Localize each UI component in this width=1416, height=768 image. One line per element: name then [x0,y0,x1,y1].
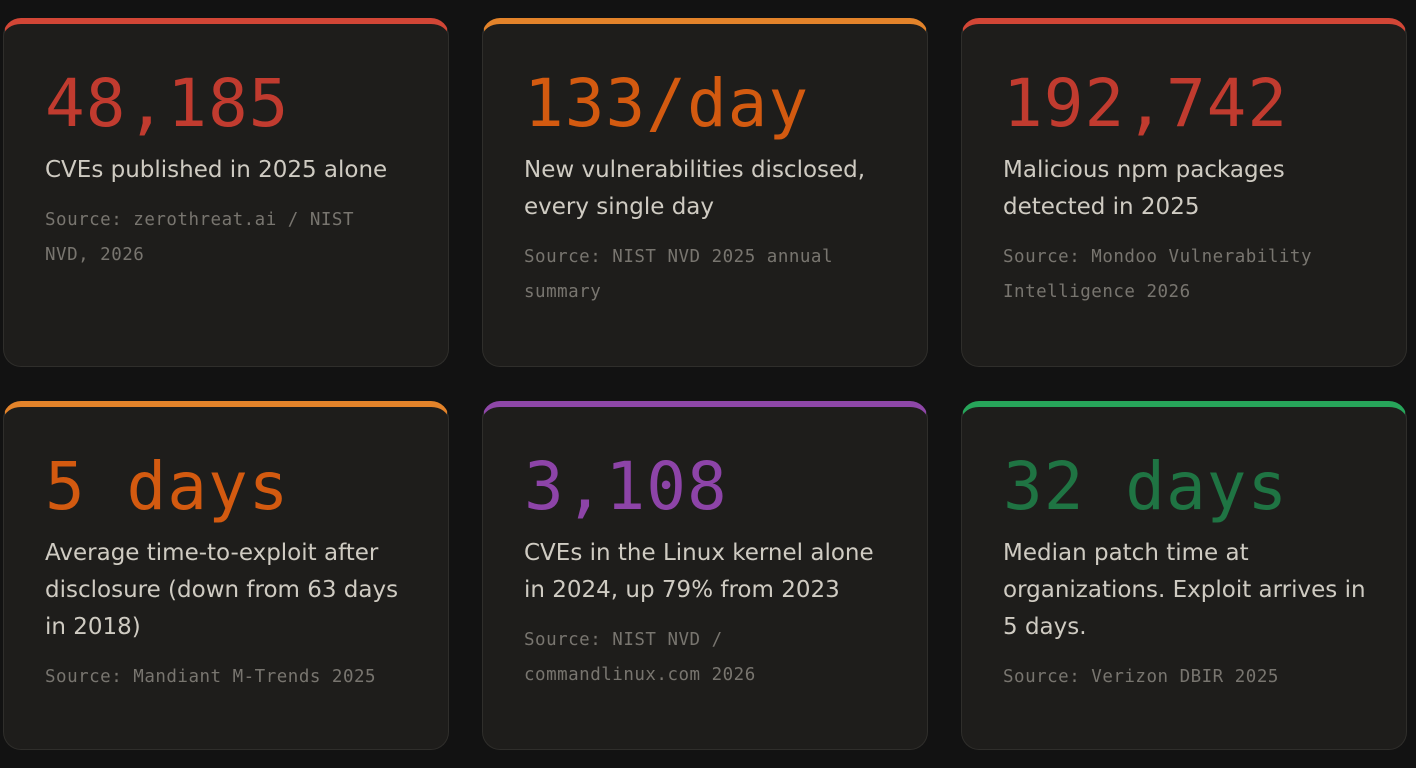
stat-source: Source: Verizon DBIR 2025 [1003,667,1279,687]
stat-value: 48,185 [45,65,290,142]
stat-description: New vulnerabilities disclosed, every sin… [524,157,866,220]
stat-value: 32 days [1003,448,1289,525]
stat-description: Median patch time at organizations. Expl… [1003,540,1366,640]
stat-source: Source: Mandiant M-Trends 2025 [45,667,377,687]
stat-card: 133/day New vulnerabilities disclosed, e… [482,18,928,367]
stat-source: Source: zerothreat.ai / NIST NVD, 2026 [45,210,355,265]
stat-description: Malicious npm packages detected in 2025 [1003,157,1285,220]
stat-value: 5 days [45,448,290,525]
stat-source: Source: NIST NVD 2025 annual summary [524,247,834,302]
stat-card: 3,108 CVEs in the Linux kernel alone in … [482,401,928,750]
stat-description: CVEs published in 2025 alone [45,157,388,183]
stat-card: 192,742 Malicious npm packages detected … [961,18,1407,367]
stat-card: 32 days Median patch time at organizatio… [961,401,1407,750]
stat-source: Source: Mondoo Vulnerability Intelligenc… [1003,247,1313,302]
stat-description: CVEs in the Linux kernel alone in 2024, … [524,540,874,603]
stat-card: 5 days Average time-to-exploit after dis… [3,401,449,750]
stat-description: Average time-to-exploit after disclosure… [45,540,399,640]
stat-source: Source: NIST NVD / commandlinux.com 2026 [524,630,756,685]
stat-value: 133/day [524,65,810,142]
stat-value: 192,742 [1003,65,1289,142]
stat-grid: 48,185 CVEs published in 2025 alone Sour… [3,18,1407,750]
stat-card: 48,185 CVEs published in 2025 alone Sour… [3,18,449,367]
stat-value: 3,108 [524,448,728,525]
